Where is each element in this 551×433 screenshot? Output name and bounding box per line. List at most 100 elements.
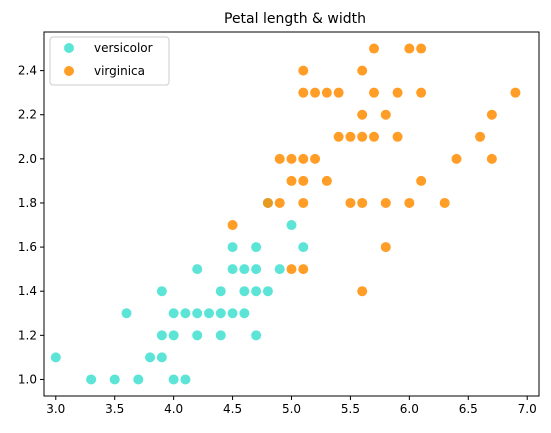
versicolor-point xyxy=(168,308,179,319)
virginica-point xyxy=(227,220,238,231)
virginica-point xyxy=(274,197,285,208)
virginica-point xyxy=(357,286,368,297)
virginica-point xyxy=(380,242,391,253)
versicolor-point xyxy=(286,220,297,231)
versicolor-point xyxy=(156,286,167,297)
virginica-point xyxy=(321,87,332,98)
versicolor-point xyxy=(192,264,203,275)
virginica-point xyxy=(298,264,309,275)
virginica-point xyxy=(298,175,309,186)
points-layer xyxy=(50,43,521,385)
plot-area: 3.0 3.5 4.0 4.5 5.0 5.5 6.0 6.5 7.0 1.0 1.2 1.4 1.6… xyxy=(18,31,540,416)
versicolor-point xyxy=(204,308,214,319)
virginica-point xyxy=(286,175,297,186)
series-virginica xyxy=(227,43,521,297)
virginica-point xyxy=(475,131,486,142)
y-tick-label: 2.4 xyxy=(18,64,37,78)
virginica-point xyxy=(380,109,391,120)
versicolor-point xyxy=(215,330,226,341)
versicolor-point xyxy=(251,286,262,297)
versicolor-point xyxy=(251,242,262,253)
virginica-point xyxy=(404,43,415,54)
virginica-point xyxy=(321,175,332,186)
versicolor-point xyxy=(251,330,262,341)
axes-frame xyxy=(43,31,540,397)
virginica-point xyxy=(369,131,379,142)
versicolor-point xyxy=(133,374,144,385)
versicolor-point xyxy=(215,308,226,319)
virginica-point xyxy=(298,87,309,98)
x-tick-label: 7.0 xyxy=(518,402,537,416)
versicolor-point xyxy=(180,308,191,319)
versicolor-point xyxy=(156,330,167,341)
virginica-point xyxy=(380,197,391,208)
virginica-point xyxy=(345,131,356,142)
versicolor-point xyxy=(168,374,179,385)
legend-box xyxy=(49,36,170,86)
versicolor-point xyxy=(227,264,238,275)
virginica-point xyxy=(439,197,450,208)
versicolor-point xyxy=(215,286,226,297)
versicolor-point xyxy=(50,352,61,363)
series-versicolor xyxy=(50,197,309,385)
virginica-point xyxy=(357,131,368,142)
versicolor-point xyxy=(274,264,285,275)
x-tick-label: 3.5 xyxy=(105,402,124,416)
virginica-point xyxy=(404,197,415,208)
virginica-point xyxy=(286,264,297,275)
virginica-point xyxy=(486,109,497,120)
versicolor-point xyxy=(298,242,309,253)
y-tick-label: 2.0 xyxy=(18,152,37,166)
versicolor-point xyxy=(156,352,167,363)
virginica-point xyxy=(486,153,497,164)
virginica-point xyxy=(345,197,356,208)
virginica-point xyxy=(333,131,344,142)
virginica-point xyxy=(357,197,368,208)
versicolor-point xyxy=(227,308,238,319)
versicolor-point xyxy=(239,286,250,297)
versicolor-point xyxy=(180,374,191,385)
x-tick-label: 6.0 xyxy=(400,402,419,416)
virginica-point xyxy=(286,153,297,164)
versicolor-point xyxy=(192,330,203,341)
y-tick-label: 1.4 xyxy=(18,284,37,298)
versicolor-point xyxy=(192,308,203,319)
versicolor-point xyxy=(121,308,132,319)
virginica-point xyxy=(274,153,285,164)
versicolor-point xyxy=(262,286,273,297)
versicolor-point xyxy=(239,308,250,319)
versicolor-point xyxy=(251,264,262,275)
virginica-point xyxy=(416,175,427,186)
x-axis: 3.0 3.5 4.0 4.5 5.0 5.5 6.0 6.5 7.0 xyxy=(46,396,537,416)
versicolor-point xyxy=(145,352,156,363)
versicolor-point xyxy=(168,330,179,341)
legend: versicolor virginica xyxy=(49,36,170,86)
y-tick-label: 1.8 xyxy=(18,196,37,210)
virginica-point xyxy=(369,87,379,98)
x-tick-label: 5.0 xyxy=(282,402,301,416)
y-axis: 1.0 1.2 1.4 1.6 1.8 2.0 2.2 2.4 xyxy=(18,64,44,386)
virginica-point xyxy=(451,153,462,164)
virginica-point xyxy=(357,109,368,120)
virginica-point xyxy=(298,65,309,76)
virginica-point xyxy=(298,153,309,164)
virginica-point xyxy=(357,65,368,76)
virginica-point xyxy=(298,197,309,208)
legend-label-virginica: virginica xyxy=(94,64,145,78)
chart-title: Petal length & width xyxy=(224,11,366,27)
legend-marker-versicolor xyxy=(64,43,74,53)
versicolor-point xyxy=(109,374,120,385)
y-tick-label: 1.0 xyxy=(18,372,37,386)
legend-label-versicolor: versicolor xyxy=(94,41,153,55)
versicolor-point xyxy=(227,242,238,253)
versicolor-point xyxy=(239,264,250,275)
virginica-point xyxy=(333,87,344,98)
virginica-point xyxy=(392,131,403,142)
x-tick-label: 4.0 xyxy=(164,402,183,416)
virginica-point xyxy=(392,87,403,98)
x-tick-label: 6.5 xyxy=(459,402,478,416)
virginica-point xyxy=(416,43,427,54)
virginica-point xyxy=(416,87,427,98)
virginica-point xyxy=(310,87,321,98)
